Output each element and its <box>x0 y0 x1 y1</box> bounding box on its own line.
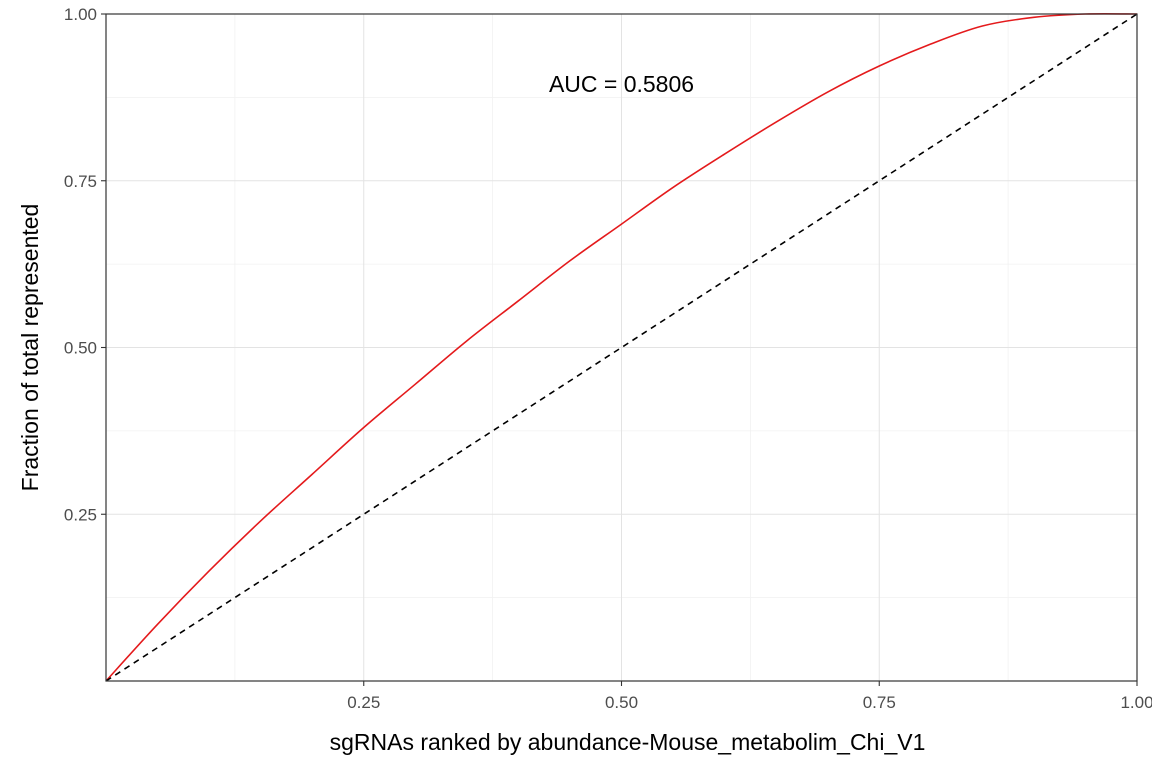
diagonal-reference-line <box>105 13 1138 682</box>
x-tick-label: 0.25 <box>347 693 380 712</box>
axis-ticks: 0.25 0.50 0.75 1.00 0.25 0.50 0.75 1.00 <box>64 5 1152 712</box>
y-tick-label: 0.25 <box>64 505 97 524</box>
auc-annotation: AUC = 0.5806 <box>549 71 694 97</box>
y-tick-label: 1.00 <box>64 5 97 24</box>
y-axis-title: Fraction of total represented <box>17 204 43 492</box>
x-tick-label: 1.00 <box>1120 693 1152 712</box>
x-tick-label: 0.50 <box>605 693 638 712</box>
series-lines <box>105 12 1138 682</box>
x-axis-title: sgRNAs ranked by abundance-Mouse_metabol… <box>330 729 926 755</box>
x-tick-label: 0.75 <box>863 693 896 712</box>
cumulative-fraction-line <box>105 12 1138 682</box>
y-tick-label: 0.50 <box>64 339 97 358</box>
y-tick-label: 0.75 <box>64 172 97 191</box>
grid <box>106 13 1138 681</box>
